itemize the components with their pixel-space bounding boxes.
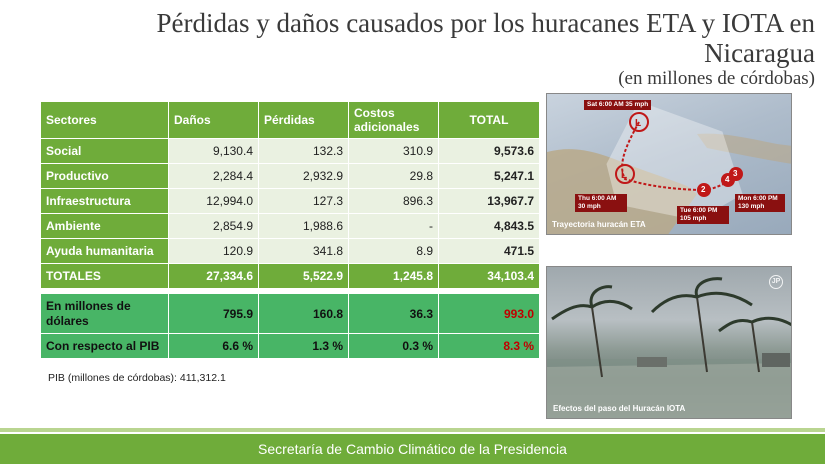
- photo-caption: Efectos del paso del Huracán IOTA: [553, 404, 686, 413]
- map-caption: Trayectoria huracán ETA: [552, 220, 646, 229]
- usd-row: En millones de dólares 795.9 160.8 36.3 …: [40, 293, 540, 334]
- total-cell: 4,843.5: [438, 213, 540, 239]
- pib-costos: 0.3 %: [348, 333, 439, 359]
- perdidas-cell: 2,932.9: [258, 163, 349, 189]
- header-sectores: Sectores: [40, 101, 169, 139]
- footer-text: Secretaría de Cambio Climático de la Pre…: [258, 441, 567, 457]
- totals-total: 34,103.4: [438, 263, 540, 289]
- usd-total: 993.0: [438, 293, 540, 334]
- danos-cell: 2,854.9: [168, 213, 259, 239]
- costos-cell: 8.9: [348, 238, 439, 264]
- hurricane-photo: JP Efectos del paso del Huracán IOTA: [546, 266, 792, 419]
- costos-cell: 310.9: [348, 138, 439, 164]
- costos-cell: -: [348, 213, 439, 239]
- totals-label: TOTALES: [40, 263, 169, 289]
- svg-text:L: L: [621, 170, 627, 181]
- photo-graphic: [547, 277, 791, 418]
- table-row: Ambiente 2,854.9 1,988.6 - 4,843.5: [40, 213, 540, 239]
- perdidas-cell: 1,988.6: [258, 213, 349, 239]
- sector-cell: Infraestructura: [40, 188, 169, 214]
- hurricane-track-map: L L Sat 6:00 AM 35 mph Thu 6:00 AM 30 mp…: [546, 93, 792, 235]
- perdidas-cell: 132.3: [258, 138, 349, 164]
- perdidas-cell: 127.3: [258, 188, 349, 214]
- header-total: TOTAL: [438, 101, 540, 139]
- svg-text:L: L: [635, 118, 641, 129]
- totals-row: TOTALES 27,334.6 5,522.9 1,245.8 34,103.…: [40, 263, 540, 289]
- header-danos: Daños: [168, 101, 259, 139]
- sector-cell: Social: [40, 138, 169, 164]
- costos-cell: 29.8: [348, 163, 439, 189]
- costos-cell: 896.3: [348, 188, 439, 214]
- usd-danos: 795.9: [168, 293, 259, 334]
- losses-table: Sectores Daños Pérdidas Costos adicional…: [40, 101, 540, 289]
- table-row: Infraestructura 12,994.0 127.3 896.3 13,…: [40, 188, 540, 214]
- map-label-tue: Tue 6:00 PM 105 mph: [677, 206, 729, 224]
- totals-danos: 27,334.6: [168, 263, 259, 289]
- total-cell: 9,573.6: [438, 138, 540, 164]
- perdidas-cell: 341.8: [258, 238, 349, 264]
- page-title: Pérdidas y daños causados por los huraca…: [156, 8, 815, 38]
- table-row: Ayuda humanitaria 120.9 341.8 8.9 471.5: [40, 238, 540, 264]
- page-subtitle: (en millones de córdobas): [618, 68, 815, 89]
- marker-4: 4: [725, 175, 730, 184]
- header-costos: Costos adicionales: [348, 101, 439, 139]
- sector-cell: Ayuda humanitaria: [40, 238, 169, 264]
- pib-label: Con respecto al PIB: [40, 333, 169, 359]
- header-perdidas: Pérdidas: [258, 101, 349, 139]
- danos-cell: 12,994.0: [168, 188, 259, 214]
- totals-costos: 1,245.8: [348, 263, 439, 289]
- pib-total: 8.3 %: [438, 333, 540, 359]
- table-row: Social 9,130.4 132.3 310.9 9,573.6: [40, 138, 540, 164]
- map-label-sat: Sat 6:00 AM 35 mph: [584, 100, 652, 110]
- table-row: Productivo 2,284.4 2,932.9 29.8 5,247.1: [40, 163, 540, 189]
- pib-danos: 6.6 %: [168, 333, 259, 359]
- pib-note: PIB (millones de córdobas): 411,312.1: [48, 372, 226, 384]
- map-label-thu: Thu 6:00 AM 30 mph: [575, 194, 627, 212]
- totals-perdidas: 5,522.9: [258, 263, 349, 289]
- pib-row: Con respecto al PIB 6.6 % 1.3 % 0.3 % 8.…: [40, 333, 540, 359]
- usd-costos: 36.3: [348, 293, 439, 334]
- danos-cell: 120.9: [168, 238, 259, 264]
- total-cell: 5,247.1: [438, 163, 540, 189]
- usd-table: En millones de dólares 795.9 160.8 36.3 …: [40, 293, 540, 359]
- usd-label: En millones de dólares: [40, 293, 169, 334]
- title-block: Pérdidas y daños causados por los huraca…: [95, 8, 815, 90]
- pib-perdidas: 1.3 %: [258, 333, 349, 359]
- sector-cell: Productivo: [40, 163, 169, 189]
- marker-2: 2: [701, 185, 706, 194]
- usd-perdidas: 160.8: [258, 293, 349, 334]
- watermark-logo: JP: [769, 275, 783, 289]
- total-cell: 471.5: [438, 238, 540, 264]
- map-label-mon: Mon 6:00 PM 130 mph: [735, 194, 785, 212]
- danos-cell: 2,284.4: [168, 163, 259, 189]
- footer-stripe: [0, 428, 825, 432]
- page-title-line2: Nicaragua: [704, 38, 815, 68]
- total-cell: 13,967.7: [438, 188, 540, 214]
- footer-bar: Secretaría de Cambio Climático de la Pre…: [0, 434, 825, 464]
- sector-cell: Ambiente: [40, 213, 169, 239]
- table-header-row: Sectores Daños Pérdidas Costos adicional…: [40, 101, 540, 139]
- marker-3: 3: [733, 169, 738, 178]
- danos-cell: 9,130.4: [168, 138, 259, 164]
- map-graphic: L L: [547, 101, 791, 234]
